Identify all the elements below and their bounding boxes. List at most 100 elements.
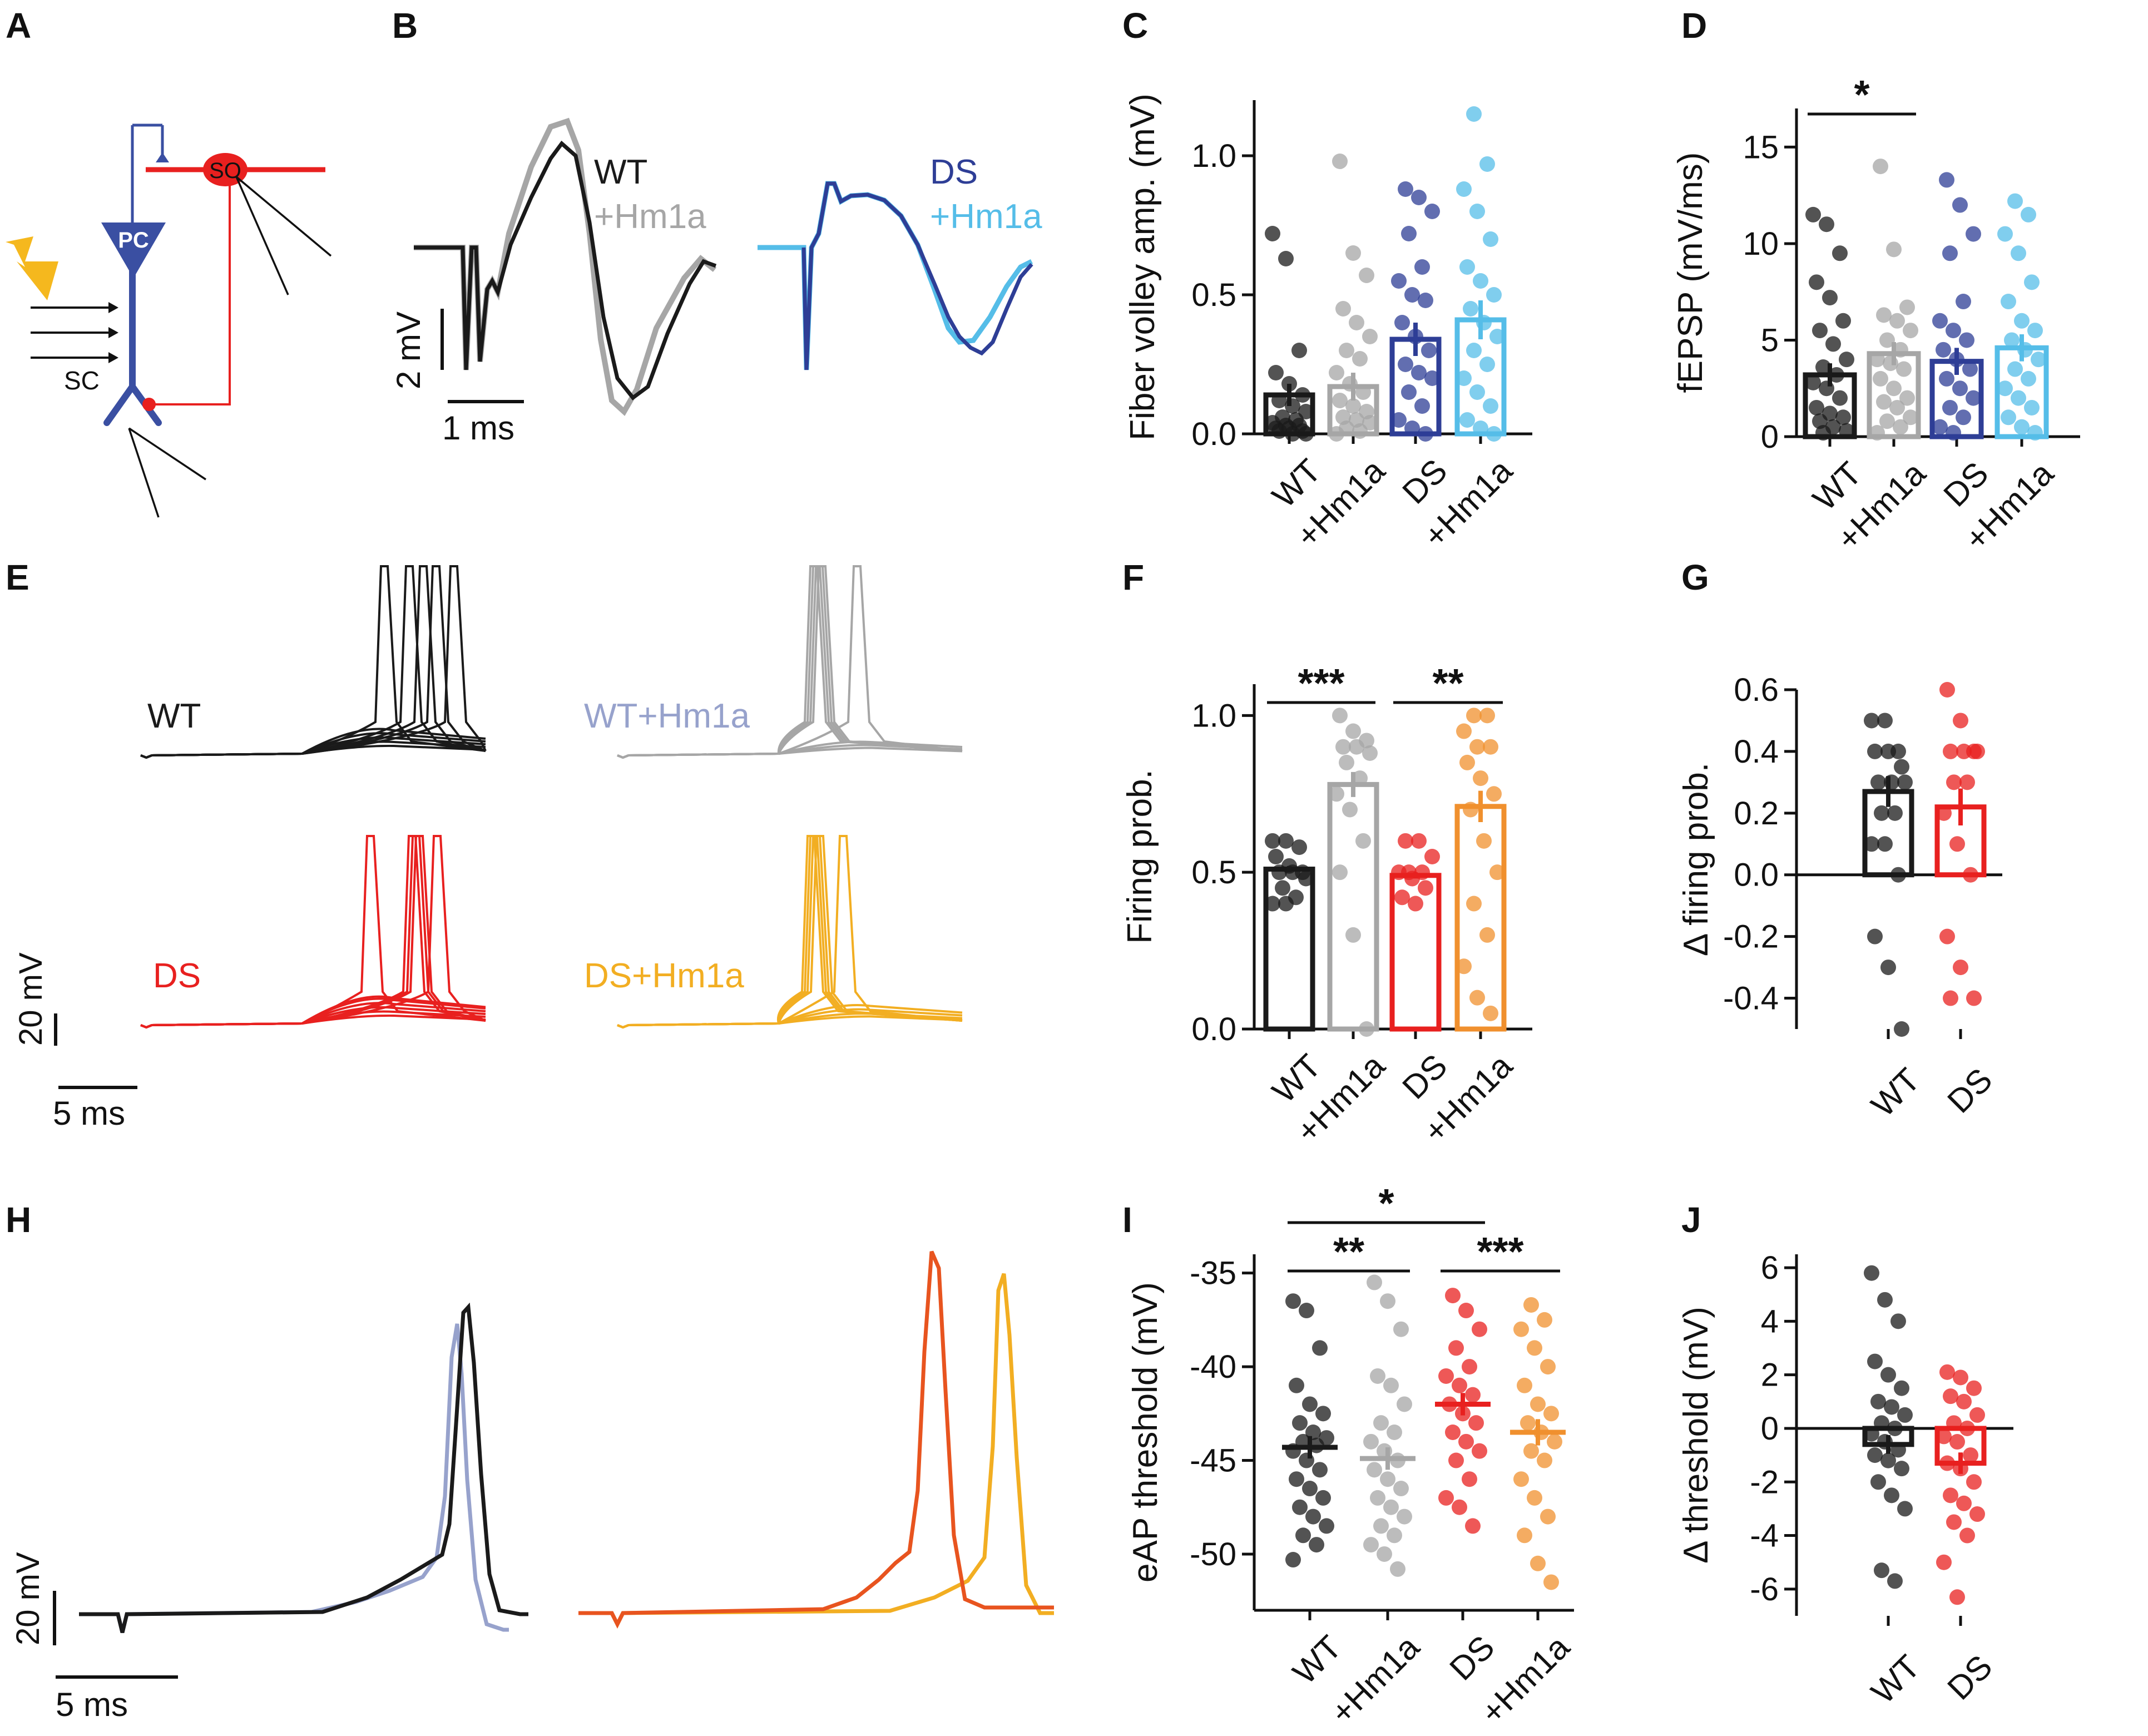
data-point-D (1899, 299, 1915, 315)
data-point-F (1394, 889, 1410, 906)
data-point-G (1894, 1021, 1909, 1037)
spike-trace (140, 835, 486, 1029)
data-point-C (1339, 343, 1354, 358)
spike-trace (617, 835, 963, 1029)
data-point-G (1897, 774, 1913, 790)
data-point-D (1825, 336, 1841, 352)
panel-letter-j: J (1681, 1200, 1701, 1240)
data-point-I (1285, 1552, 1301, 1568)
data-point-J (1874, 1562, 1889, 1579)
data-point-D (1832, 245, 1848, 261)
data-point-C (1401, 384, 1417, 400)
data-point-J (1939, 1364, 1955, 1380)
data-point-C (1414, 398, 1430, 414)
data-point-I (1537, 1452, 1552, 1468)
data-point-I (1445, 1425, 1461, 1440)
data-point-C (1355, 384, 1371, 400)
data-point-J (1877, 1292, 1893, 1308)
data-point-C (1278, 251, 1294, 266)
data-point-F (1332, 708, 1348, 724)
data-point-I (1380, 1293, 1395, 1309)
data-point-F (1424, 849, 1440, 864)
data-point-C (1424, 370, 1440, 386)
data-point-D (1966, 226, 1981, 242)
data-point-J (1870, 1474, 1886, 1490)
data-point-C (1329, 365, 1344, 380)
chart-g-delta-firing: -0.4 -0.2 0.0 0.2 0.4 0.6 Δ firing prob. WT DS (1677, 672, 2002, 1124)
data-point-I (1315, 1406, 1331, 1422)
data-point-C (1345, 398, 1361, 414)
data-point-F (1411, 833, 1427, 849)
data-point-C (1479, 156, 1495, 172)
data-point-J (1943, 1388, 1958, 1404)
data-point-C (1398, 181, 1413, 197)
data-point-J (1890, 1313, 1906, 1329)
data-point-D (1889, 313, 1905, 329)
y-axis-label-C: Fiber volley amp. (mV) (1124, 93, 1162, 441)
y-tick-label-F: 0.5 (1191, 854, 1236, 891)
data-point-D (1939, 370, 1954, 387)
y-tick-label-J: -6 (1750, 1571, 1779, 1608)
so-axon (153, 178, 231, 405)
data-point-D (1956, 294, 1971, 310)
bar-F (1327, 782, 1379, 1032)
data-point-F (1349, 739, 1364, 755)
y-tick-label-G: 0.4 (1734, 734, 1779, 770)
data-point-I (1397, 1509, 1412, 1525)
data-point-D (1832, 390, 1848, 406)
data-point-C (1411, 190, 1427, 205)
data-point-J (1870, 1393, 1886, 1409)
y-axis-label-I: eAP threshold (mV) (1126, 1282, 1165, 1582)
y-tick-label-I: -40 (1190, 1349, 1236, 1385)
x-tick-label-I: WT (1285, 1628, 1348, 1691)
data-point-I (1465, 1518, 1481, 1534)
data-point-D (1869, 425, 1885, 441)
x-tick-label-J: DS (1940, 1648, 1999, 1707)
pc-soma (101, 222, 166, 278)
data-point-I (1540, 1359, 1556, 1375)
data-point-I (1472, 1321, 1487, 1337)
data-point-C (1483, 398, 1498, 414)
y-tick-label-G: 0.0 (1734, 857, 1779, 893)
data-point-I (1292, 1499, 1308, 1515)
data-point-I (1452, 1377, 1467, 1393)
y-tick-label-G: -0.2 (1723, 919, 1779, 955)
data-point-D (1829, 367, 1844, 383)
pc-label: PC (118, 228, 149, 253)
data-point-G (1943, 990, 1958, 1006)
data-point-I (1319, 1518, 1334, 1534)
data-point-I (1513, 1321, 1529, 1337)
data-point-I (1530, 1555, 1546, 1571)
data-point-C (1463, 301, 1478, 316)
data-point-F (1466, 708, 1482, 724)
y-tick-label-D: 15 (1743, 129, 1779, 165)
data-point-C (1335, 301, 1351, 316)
spike-trace (617, 835, 963, 1029)
data-point-I (1462, 1359, 1477, 1375)
data-point-G (1864, 713, 1879, 729)
data-point-F (1483, 1005, 1498, 1021)
data-point-I (1452, 1499, 1467, 1515)
y-tick-label-J: 6 (1761, 1250, 1779, 1286)
spike-trace (617, 835, 963, 1029)
data-point-F (1332, 864, 1348, 881)
panel-letter-b: B (392, 6, 418, 46)
data-point-F (1489, 864, 1505, 881)
data-point-C (1362, 329, 1378, 344)
data-point-D (1893, 419, 1908, 435)
data-point-G (1894, 759, 1909, 775)
data-point-D (1962, 361, 1978, 377)
y-tick-label-J: 0 (1761, 1411, 1779, 1447)
data-point-I (1387, 1425, 1402, 1440)
sc-label: SC (64, 366, 100, 395)
data-point-D (2011, 390, 2026, 406)
schaffer-collateral-fibers (31, 306, 108, 359)
data-point-I (1520, 1415, 1536, 1431)
data-point-C (1411, 365, 1427, 380)
data-point-I (1517, 1377, 1532, 1393)
data-point-F (1265, 896, 1280, 912)
data-point-D (2021, 206, 2036, 222)
data-point-F (1398, 833, 1413, 849)
data-point-F (1342, 802, 1358, 818)
